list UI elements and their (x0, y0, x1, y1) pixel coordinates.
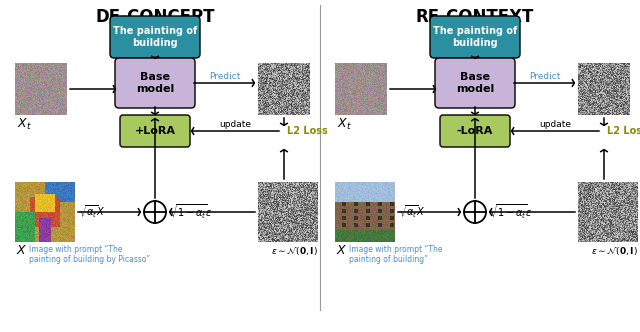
Text: Predict: Predict (209, 72, 240, 81)
Text: $\sqrt{\alpha_t}X$: $\sqrt{\alpha_t}X$ (399, 204, 426, 220)
Text: The painting of
building: The painting of building (113, 26, 197, 48)
Text: $X_t$: $X_t$ (17, 117, 32, 132)
Text: -LoRA: -LoRA (457, 126, 493, 136)
Text: $X$: $X$ (16, 244, 28, 257)
FancyBboxPatch shape (120, 115, 190, 147)
FancyBboxPatch shape (115, 58, 195, 108)
Text: Image with prompt “The
painting of building”: Image with prompt “The painting of build… (349, 245, 442, 264)
Text: $X_t$: $X_t$ (337, 117, 352, 132)
Text: +LoRA: +LoRA (134, 126, 175, 136)
FancyBboxPatch shape (440, 115, 510, 147)
FancyBboxPatch shape (110, 16, 200, 58)
Text: L2 Loss: L2 Loss (607, 126, 640, 136)
Text: $\sqrt{\alpha_t}X$: $\sqrt{\alpha_t}X$ (79, 204, 106, 220)
Text: $\sqrt{1-\alpha_t}\epsilon$: $\sqrt{1-\alpha_t}\epsilon$ (169, 203, 212, 221)
Text: The painting of
building: The painting of building (433, 26, 517, 48)
Text: RE-CONTEXT: RE-CONTEXT (416, 8, 534, 26)
Text: update: update (540, 120, 572, 129)
Text: $X$: $X$ (336, 244, 348, 257)
Text: update: update (220, 120, 252, 129)
Text: DE-CONCEPT: DE-CONCEPT (95, 8, 215, 26)
Text: $\epsilon \sim \mathcal{N}(\mathbf{0}, \mathbf{I})$: $\epsilon \sim \mathcal{N}(\mathbf{0}, \… (271, 245, 318, 257)
FancyBboxPatch shape (435, 58, 515, 108)
Text: Base
model: Base model (136, 72, 174, 94)
Text: $\epsilon \sim \mathcal{N}(\mathbf{0}, \mathbf{I})$: $\epsilon \sim \mathcal{N}(\mathbf{0}, \… (591, 245, 638, 257)
Text: Base
model: Base model (456, 72, 494, 94)
Text: $\sqrt{1-\alpha_t}\epsilon$: $\sqrt{1-\alpha_t}\epsilon$ (489, 203, 532, 221)
Text: Predict: Predict (529, 72, 560, 81)
Text: L2 Loss: L2 Loss (287, 126, 328, 136)
FancyBboxPatch shape (430, 16, 520, 58)
Text: Image with prompt “The
painting of building by Picasso”: Image with prompt “The painting of build… (29, 245, 150, 264)
